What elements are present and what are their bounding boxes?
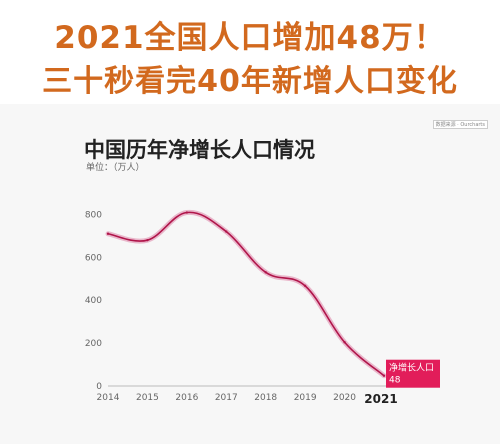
unit-label: 单位：（万人）: [86, 163, 145, 173]
series-line: [107, 211, 385, 377]
chart-title: 中国历年净增长人口情况: [84, 138, 315, 162]
x-tick-label: 2015: [136, 393, 159, 403]
data-point: [106, 232, 110, 235]
data-point: [146, 238, 149, 242]
x-tick-label: 2014: [97, 393, 120, 403]
x-tick-label: 2020: [333, 393, 356, 403]
data-point: [343, 341, 346, 344]
data-point: [382, 374, 386, 377]
x-tick-label: 2019: [294, 393, 317, 403]
y-tick-label: 400: [85, 296, 102, 306]
callout-box: [386, 359, 440, 388]
source-label: 数据来源 · Ourcharts: [432, 120, 488, 129]
y-tick-label: 800: [85, 210, 102, 220]
y-tick-label: 200: [85, 339, 102, 349]
callout-value: 48: [389, 376, 401, 386]
headline-line-2: 三十秒看完40年新增人口变化: [42, 64, 458, 99]
x-tick-label: 2018: [254, 393, 277, 403]
data-point: [264, 271, 267, 274]
x-tick-label: 2021: [364, 392, 397, 406]
series-line-glow: [105, 209, 387, 379]
data-point: [185, 211, 189, 214]
headline-line-1: 2021全国人口增加48万！: [54, 20, 446, 56]
data-point: [225, 230, 228, 233]
x-tick-label: 2017: [215, 393, 238, 403]
x-tick-label: 2016: [175, 393, 198, 403]
data-point: [303, 284, 307, 288]
y-tick-label: 0: [96, 382, 102, 392]
y-tick-label: 600: [85, 253, 102, 263]
callout-label: 净增长人口: [389, 362, 434, 374]
